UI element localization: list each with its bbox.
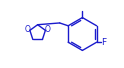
Text: F: F [102, 38, 107, 47]
Text: O: O [44, 25, 50, 34]
Text: O: O [25, 25, 31, 34]
